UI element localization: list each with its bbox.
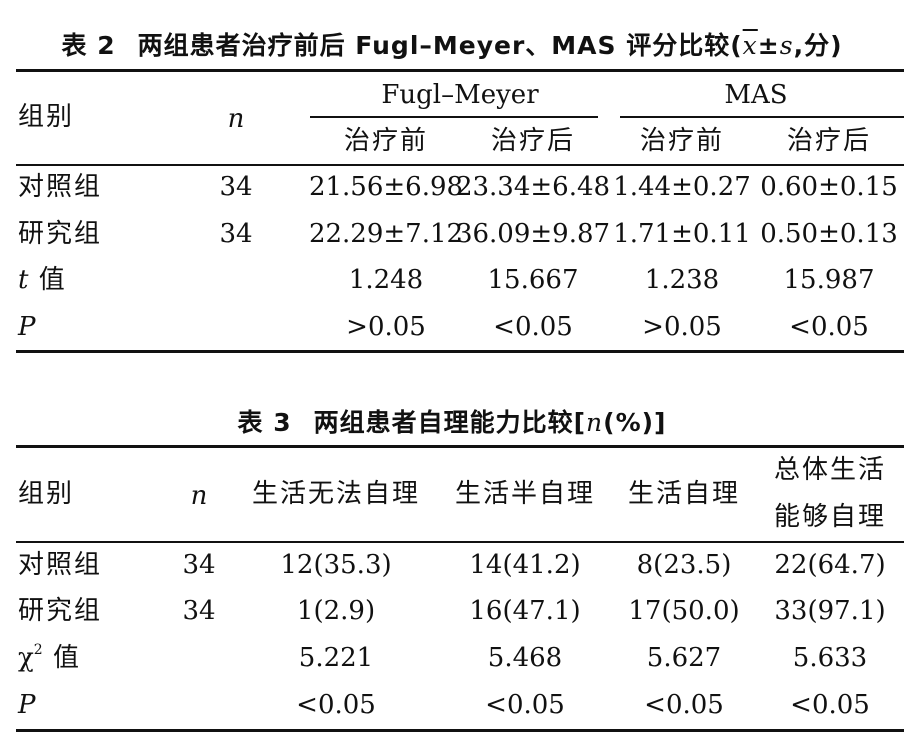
- table3-row-n: 34: [182, 550, 216, 580]
- table3-top-rule: [16, 445, 904, 448]
- table2-row-label: 对照组: [18, 172, 103, 202]
- table3-cell: 33(97.1): [774, 596, 886, 626]
- table3-cell: 5.633: [792, 643, 868, 673]
- table2-cell: <0.05: [789, 312, 869, 342]
- table2-header-n: n: [227, 104, 245, 134]
- table2-top-rule: [16, 69, 904, 72]
- table2-cell: <0.05: [493, 312, 573, 342]
- table2-p-label: P: [18, 312, 36, 342]
- table2-header-mas-after: 治疗后: [786, 126, 872, 156]
- table2-row-n: 34: [219, 172, 253, 202]
- table3-row-label: 对照组: [18, 550, 103, 580]
- table3-cell: <0.05: [790, 690, 870, 720]
- table3-header-n: n: [190, 481, 208, 511]
- table2-caption-number: 表 2: [61, 31, 116, 60]
- table3-cell: 22(64.7): [774, 550, 886, 580]
- table2-row-n: 34: [219, 219, 253, 249]
- table3-cell: 1(2.9): [296, 596, 376, 626]
- table3-caption-number: 表 3: [237, 408, 292, 437]
- table3-caption: 表 3 两组患者自理能力比较[n(%)]: [0, 407, 904, 439]
- table2-caption-pm: ±: [757, 31, 780, 60]
- table3-cell: 5.627: [646, 643, 722, 673]
- table3-header-overall-line1: 总体生活: [773, 455, 887, 485]
- table2-cell: 22.29±7.12: [308, 219, 464, 249]
- table2-t-label: t 值: [18, 263, 67, 297]
- table2-cell: >0.05: [346, 312, 426, 342]
- table2-cell: 23.34±6.48: [455, 172, 611, 202]
- table3-caption-n-symbol: n: [586, 408, 604, 437]
- table3-header-overall-line2: 能够自理: [773, 502, 887, 532]
- table2-t-symbol: t: [18, 265, 29, 295]
- table2-row-label: 研究组: [18, 219, 103, 249]
- table2-header-fm-before: 治疗前: [343, 126, 429, 156]
- table2-header-rule: [16, 164, 904, 166]
- table3-cell: 16(47.1): [469, 596, 581, 626]
- table3-header-group: 组别: [18, 479, 75, 509]
- table2-cell: 1.44±0.27: [613, 172, 751, 202]
- table3-header-rule: [16, 541, 904, 543]
- table2-cell: 0.60±0.15: [760, 172, 898, 202]
- table3-chi-symbol: χ: [18, 643, 34, 673]
- table3-cell: 14(41.2): [469, 550, 581, 580]
- table3-header-semi: 生活半自理: [454, 479, 596, 509]
- table2-cell: 0.50±0.13: [760, 219, 898, 249]
- table3-chi-text: 值: [42, 643, 81, 673]
- table2-cell: 1.71±0.11: [613, 219, 751, 249]
- table3-row-n: 34: [182, 596, 216, 626]
- table2-cell: 21.56±6.98: [308, 172, 464, 202]
- table2-header-fm-after: 治疗后: [490, 126, 576, 156]
- table2-mas-subrule: [620, 116, 904, 118]
- table3-cell: 5.468: [487, 643, 563, 673]
- table3-header-unable: 生活无法自理: [251, 479, 421, 509]
- table2-caption-unit: ,分): [793, 31, 843, 60]
- table2-header-fugl-meyer: Fugl–Meyer: [381, 80, 539, 110]
- table3-cell: 17(50.0): [628, 596, 740, 626]
- table2-caption-mean-symbol: x: [742, 31, 758, 60]
- table2-fugl-meyer-subrule: [310, 116, 598, 118]
- table3-p-label: P: [18, 690, 36, 720]
- table3-caption-text: 两组患者自理能力比较[: [313, 408, 587, 437]
- table2-cell: 15.667: [487, 265, 579, 295]
- table2-caption-sd-symbol: s: [779, 31, 794, 60]
- table3-bottom-rule: [16, 729, 904, 732]
- table2-header-mas: MAS: [724, 80, 788, 110]
- table2-t-text: 值: [28, 265, 67, 295]
- table2-caption-text: 两组患者治疗前后 Fugl–Meyer、MAS 评分比较(: [137, 31, 743, 60]
- table3-header-self: 生活自理: [627, 479, 741, 509]
- table2-caption: 表 2 两组患者治疗前后 Fugl–Meyer、MAS 评分比较(x±s,分): [0, 30, 904, 62]
- table3-caption-unit: (%)]: [603, 408, 667, 437]
- table2-cell: >0.05: [642, 312, 722, 342]
- table2-cell: 1.238: [644, 265, 720, 295]
- table3-chi-superscript: 2: [33, 642, 43, 658]
- table2-cell: 15.987: [783, 265, 875, 295]
- table3-cell: <0.05: [644, 690, 724, 720]
- table3-cell: <0.05: [485, 690, 565, 720]
- table3-cell: 8(23.5): [636, 550, 732, 580]
- table3-row-label: 研究组: [18, 596, 103, 626]
- table2-cell: 1.248: [348, 265, 424, 295]
- table2-bottom-rule: [16, 350, 904, 353]
- table2-header-group: 组别: [18, 102, 75, 132]
- table3-chi-label: χ2 值: [18, 641, 81, 675]
- table3-cell: 5.221: [298, 643, 374, 673]
- table3-cell: 12(35.3): [280, 550, 392, 580]
- table2-header-mas-before: 治疗前: [639, 126, 725, 156]
- table2-cell: 36.09±9.87: [455, 219, 611, 249]
- table3-cell: <0.05: [296, 690, 376, 720]
